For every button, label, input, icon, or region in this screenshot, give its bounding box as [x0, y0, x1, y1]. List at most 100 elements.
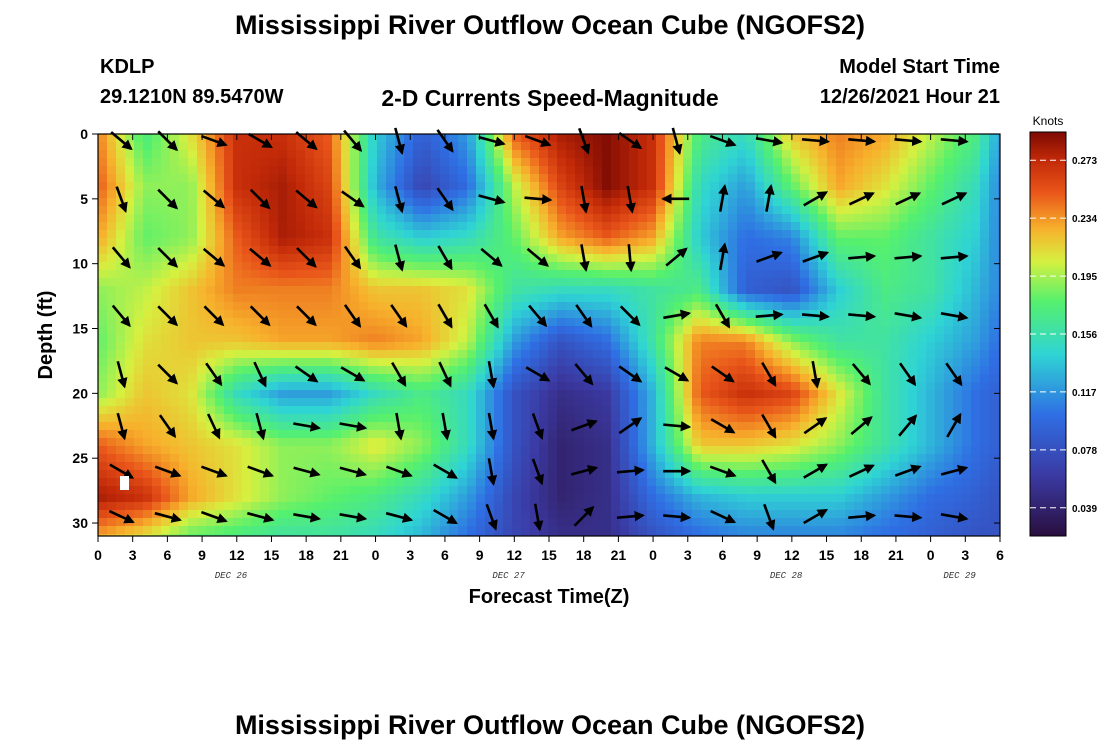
- heatmap-cell: [818, 262, 828, 271]
- heatmap-cell: [332, 182, 342, 191]
- heatmap-cell: [197, 438, 207, 447]
- heatmap-cell: [125, 254, 135, 263]
- heatmap-cell: [134, 406, 144, 415]
- heatmap-cell: [422, 214, 432, 223]
- heatmap-cell: [98, 254, 108, 263]
- heatmap-cell: [944, 422, 954, 431]
- heatmap-cell: [908, 206, 918, 215]
- heatmap-cell: [854, 262, 864, 271]
- heatmap-cell: [746, 318, 756, 327]
- heatmap-cell: [638, 206, 648, 215]
- heatmap-cell: [512, 358, 522, 367]
- heatmap-cell: [107, 206, 117, 215]
- heatmap-cell: [773, 438, 783, 447]
- heatmap-cell: [467, 198, 477, 207]
- heatmap-cell: [539, 518, 549, 527]
- heatmap-cell: [278, 406, 288, 415]
- heatmap-cell: [719, 406, 729, 415]
- heatmap-cell: [98, 286, 108, 295]
- heatmap-cell: [782, 286, 792, 295]
- heatmap-cell: [422, 150, 432, 159]
- heatmap-cell: [350, 518, 360, 527]
- heatmap-cell: [845, 446, 855, 455]
- heatmap-cell: [314, 198, 324, 207]
- heatmap-cell: [242, 486, 252, 495]
- heatmap-cell: [584, 342, 594, 351]
- heatmap-cell: [476, 494, 486, 503]
- heatmap-cell: [350, 454, 360, 463]
- heatmap-cell: [314, 246, 324, 255]
- heatmap-cell: [107, 494, 117, 503]
- heatmap-cell: [773, 502, 783, 511]
- heatmap-cell: [566, 398, 576, 407]
- heatmap-cell: [908, 350, 918, 359]
- heatmap-cell: [557, 182, 567, 191]
- heatmap-cell: [368, 374, 378, 383]
- heatmap-cell: [260, 358, 270, 367]
- heatmap-cell: [413, 206, 423, 215]
- heatmap-cell: [143, 390, 153, 399]
- heatmap-cell: [458, 302, 468, 311]
- heatmap-cell: [575, 438, 585, 447]
- heatmap-cell: [728, 438, 738, 447]
- heatmap-cell: [665, 438, 675, 447]
- heatmap-cell: [260, 270, 270, 279]
- heatmap-cell: [935, 366, 945, 375]
- heatmap-cell: [611, 518, 621, 527]
- heatmap-cell: [116, 390, 126, 399]
- heatmap-cell: [503, 510, 513, 519]
- heatmap-cell: [530, 486, 540, 495]
- heatmap-cell: [314, 134, 324, 143]
- heatmap-cell: [647, 430, 657, 439]
- heatmap-cell: [926, 406, 936, 415]
- heatmap-cell: [620, 518, 630, 527]
- heatmap-cell: [143, 526, 153, 535]
- heatmap-cell: [719, 486, 729, 495]
- heatmap-cell: [386, 262, 396, 271]
- heatmap-cell: [791, 334, 801, 343]
- heatmap-cell: [314, 486, 324, 495]
- heatmap-cell: [233, 286, 243, 295]
- heatmap-cell: [782, 262, 792, 271]
- heatmap-cell: [989, 262, 999, 271]
- heatmap-cell: [953, 478, 963, 487]
- heatmap-cell: [773, 510, 783, 519]
- heatmap-cell: [764, 278, 774, 287]
- heatmap-cell: [629, 222, 639, 231]
- heatmap-cell: [944, 174, 954, 183]
- heatmap-cell: [647, 286, 657, 295]
- heatmap-cell: [926, 174, 936, 183]
- heatmap-cell: [962, 222, 972, 231]
- heatmap-cell: [215, 166, 225, 175]
- heatmap-cell: [782, 374, 792, 383]
- heatmap-cell: [557, 142, 567, 151]
- heatmap-cell: [971, 294, 981, 303]
- heatmap-cell: [134, 390, 144, 399]
- heatmap-cell: [755, 438, 765, 447]
- heatmap-cell: [971, 374, 981, 383]
- heatmap-cell: [836, 310, 846, 319]
- heatmap-cell: [629, 438, 639, 447]
- heatmap-cell: [935, 422, 945, 431]
- heatmap-cell: [782, 230, 792, 239]
- heatmap-cell: [323, 254, 333, 263]
- heatmap-cell: [683, 454, 693, 463]
- heatmap-cell: [350, 358, 360, 367]
- heatmap-cell: [953, 158, 963, 167]
- heatmap-cell: [791, 382, 801, 391]
- heatmap-cell: [584, 446, 594, 455]
- heatmap-cell: [692, 518, 702, 527]
- heatmap-cell: [476, 326, 486, 335]
- heatmap-cell: [719, 134, 729, 143]
- heatmap-cell: [368, 502, 378, 511]
- heatmap-cell: [539, 510, 549, 519]
- heatmap-cell: [683, 286, 693, 295]
- heatmap-cell: [755, 238, 765, 247]
- heatmap-cell: [953, 342, 963, 351]
- heatmap-cell: [620, 326, 630, 335]
- heatmap-cell: [341, 414, 351, 423]
- heatmap-cell: [971, 238, 981, 247]
- heatmap-cell: [332, 198, 342, 207]
- heatmap-cell: [458, 406, 468, 415]
- heatmap-cell: [404, 262, 414, 271]
